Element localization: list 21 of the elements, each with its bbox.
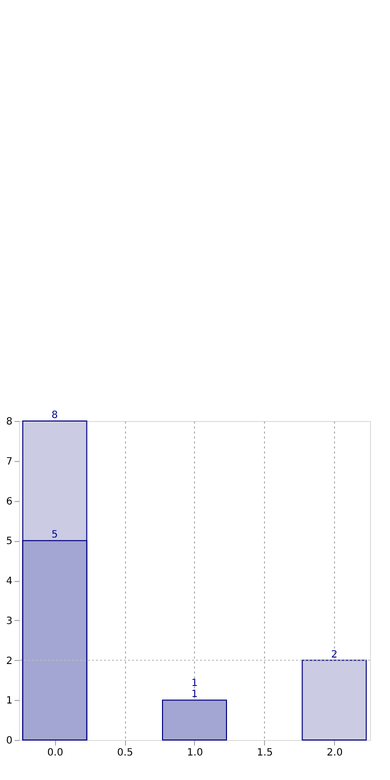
y-tick-label: 8 <box>6 416 12 428</box>
x-tick-label: 0.0 <box>47 748 64 758</box>
y-tick-label: 4 <box>6 576 12 587</box>
x-tick-label: 1.0 <box>187 748 203 758</box>
data-label: 1 <box>191 689 198 700</box>
y-tick-label: 0 <box>6 736 12 746</box>
y-tick-label: 2 <box>6 656 12 667</box>
y-tick-label: 7 <box>6 456 12 468</box>
bar <box>302 660 367 740</box>
data-label: 8 <box>52 410 58 421</box>
bar <box>162 700 227 740</box>
x-tick-label: 1.5 <box>256 748 273 758</box>
x-tick-label: 2.0 <box>326 748 343 758</box>
data-label: 2 <box>331 649 338 660</box>
x-tick-label: 0.5 <box>117 748 134 758</box>
y-tick-label: 5 <box>6 536 12 548</box>
y-tick-label: 6 <box>6 496 12 508</box>
y-tick-label: 1 <box>6 696 12 707</box>
annotation: 1 <box>191 678 198 690</box>
y-tick-label: 3 <box>6 616 12 627</box>
data-label: 5 <box>52 530 58 541</box>
